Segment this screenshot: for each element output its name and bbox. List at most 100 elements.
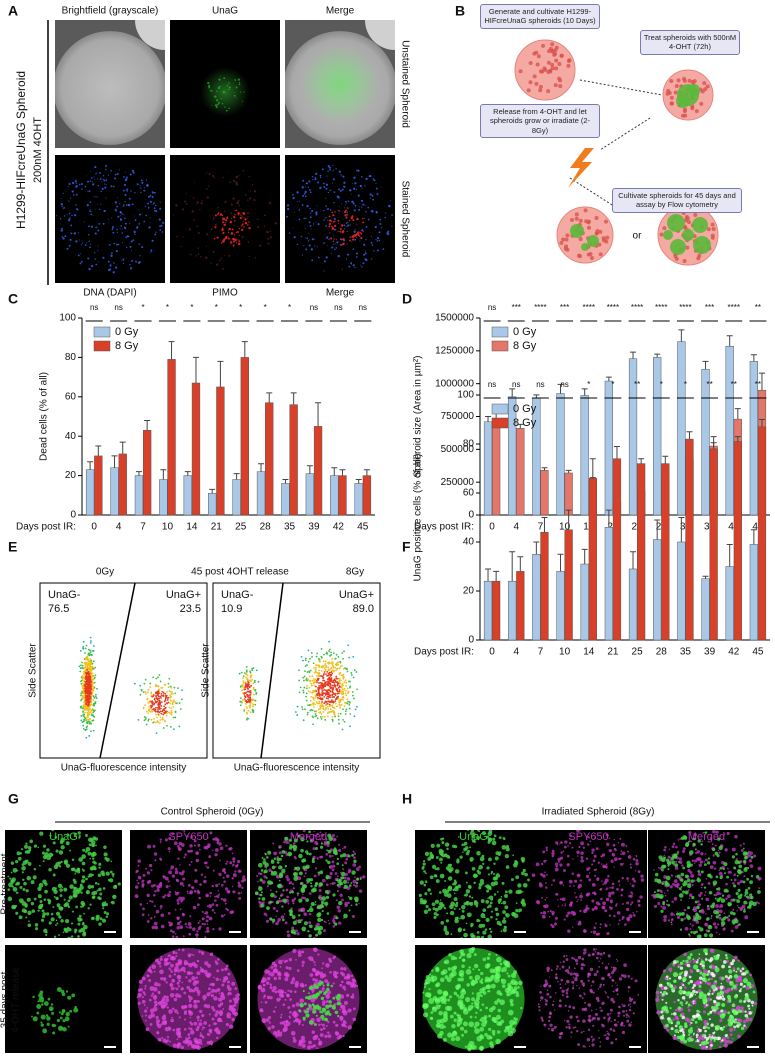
event — [342, 667, 345, 670]
cell — [333, 201, 335, 204]
event — [342, 699, 344, 701]
event — [151, 710, 154, 713]
event — [89, 691, 92, 694]
cell — [81, 861, 86, 866]
cell — [218, 78, 221, 81]
cell — [190, 1022, 194, 1026]
event — [311, 679, 314, 682]
event — [312, 689, 314, 692]
cell — [156, 885, 160, 889]
cell — [373, 250, 375, 252]
bar — [281, 483, 290, 516]
cell — [196, 971, 201, 976]
event — [153, 718, 155, 720]
cell — [711, 227, 716, 232]
cell — [143, 1004, 146, 1007]
event — [151, 705, 154, 707]
cell — [286, 895, 289, 899]
error-bar — [241, 341, 248, 358]
cell — [352, 884, 356, 887]
cell — [168, 1009, 173, 1014]
event — [144, 704, 146, 707]
cell — [44, 882, 48, 886]
error-bar — [557, 383, 564, 394]
cell — [309, 973, 314, 977]
cell — [323, 186, 326, 188]
cell — [171, 978, 176, 983]
cell — [344, 204, 346, 206]
cell — [144, 985, 147, 988]
cell — [359, 185, 361, 187]
panel-label: D — [402, 291, 412, 307]
event — [330, 671, 333, 673]
cell — [199, 1019, 202, 1022]
event — [165, 714, 168, 717]
event — [158, 699, 160, 702]
error-bar — [581, 548, 588, 565]
cell — [89, 201, 92, 204]
cell — [119, 215, 121, 217]
bar — [354, 483, 363, 516]
cell — [114, 173, 117, 176]
cell — [166, 1039, 170, 1042]
event — [83, 718, 86, 721]
x-tick-label: 21 — [607, 647, 619, 658]
cell — [180, 987, 184, 991]
cell — [41, 909, 45, 913]
cell — [294, 211, 296, 213]
cell — [348, 207, 349, 209]
event — [84, 691, 87, 694]
error-bar — [315, 402, 322, 427]
cell — [94, 861, 97, 865]
event — [168, 706, 171, 709]
cell — [112, 271, 115, 274]
cell — [111, 228, 114, 231]
event — [149, 686, 152, 689]
cell — [362, 203, 365, 206]
event — [92, 695, 95, 698]
cell — [148, 226, 151, 229]
cell — [140, 191, 142, 194]
cell — [316, 1047, 318, 1050]
cell — [354, 229, 356, 231]
y-tick-label: 0 — [70, 510, 76, 521]
cell — [349, 189, 352, 192]
event — [319, 716, 322, 718]
cell — [323, 242, 325, 244]
cell — [201, 910, 204, 914]
cell — [329, 209, 332, 211]
cell — [361, 206, 363, 208]
cell — [198, 950, 201, 954]
cell — [323, 920, 326, 923]
cell — [352, 238, 355, 241]
event — [339, 660, 341, 663]
event — [319, 711, 322, 713]
event — [80, 706, 83, 709]
cell — [322, 182, 325, 185]
cell — [161, 1020, 165, 1024]
cell — [167, 912, 171, 915]
significance: ns — [310, 303, 318, 312]
cell — [122, 241, 124, 243]
cell — [209, 983, 212, 986]
gate-label: UnaG+ — [339, 589, 374, 601]
cell — [72, 867, 76, 871]
cell — [91, 853, 95, 858]
event — [299, 686, 302, 689]
error-bar — [339, 469, 346, 476]
cell — [298, 200, 300, 202]
cell — [288, 891, 292, 894]
event — [87, 652, 90, 655]
cell — [303, 217, 306, 220]
cell — [314, 221, 316, 223]
cell — [238, 240, 241, 243]
event — [250, 674, 253, 677]
event — [315, 671, 318, 674]
cell — [365, 225, 368, 228]
cell — [343, 1000, 349, 1006]
cell — [220, 75, 222, 77]
event — [338, 681, 341, 683]
cell — [297, 876, 302, 881]
cell — [272, 986, 277, 991]
cell — [188, 1003, 193, 1009]
